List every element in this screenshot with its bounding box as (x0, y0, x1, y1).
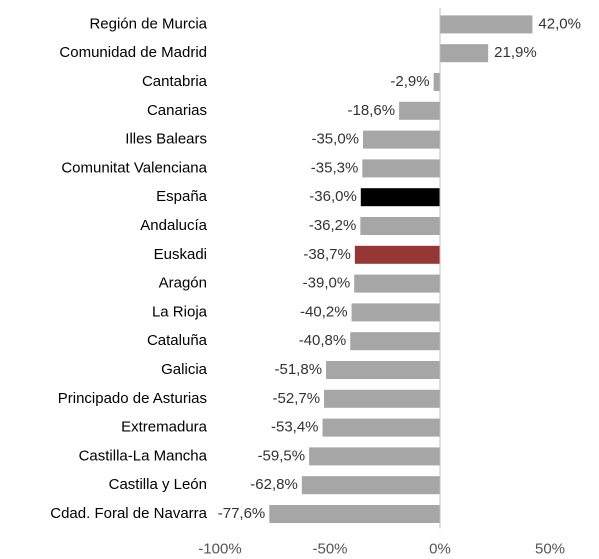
x-tick-label: -100% (198, 540, 241, 557)
bar (309, 447, 440, 466)
data-label: -77,6% (218, 505, 266, 522)
y-tick-label: Cataluña (147, 332, 208, 349)
data-label: 21,9% (494, 44, 537, 61)
data-label: -52,7% (273, 390, 321, 407)
y-tick-label: Comunitat Valenciana (61, 159, 207, 176)
bar (301, 476, 440, 495)
y-tick-label: Canarias (147, 102, 207, 119)
data-label: -18,6% (348, 102, 396, 119)
x-tick-label: -50% (312, 540, 347, 557)
bar (399, 101, 440, 120)
data-label: -2,9% (390, 73, 429, 90)
y-tick-label: Comunidad de Madrid (59, 44, 207, 61)
data-label: -38,7% (303, 246, 351, 263)
y-tick-label: Principado de Asturias (58, 390, 207, 407)
data-label: -39,0% (303, 275, 351, 292)
data-label: -40,8% (299, 332, 347, 349)
bar (360, 217, 440, 235)
x-tick-label: 0% (429, 540, 451, 557)
data-label: -36,0% (309, 188, 357, 205)
bar (350, 332, 440, 351)
bar (440, 15, 533, 34)
bar (363, 130, 440, 149)
bar (322, 418, 440, 437)
bar (440, 44, 489, 63)
data-label: -51,8% (275, 361, 323, 378)
y-tick-label: Illes Balears (125, 131, 207, 148)
bar (351, 303, 440, 322)
bar (433, 73, 440, 91)
y-tick-label: Región de Murcia (89, 15, 207, 32)
bar (269, 505, 440, 523)
y-tick-label: Castilla y León (109, 476, 207, 493)
y-tick-label: Galicia (161, 361, 208, 378)
data-label: -62,8% (250, 476, 298, 493)
y-tick-label: Castilla-La Mancha (79, 447, 208, 464)
data-label: -53,4% (271, 419, 319, 436)
bar (354, 245, 440, 264)
y-tick-label: Cantabria (142, 73, 208, 90)
y-tick-label: Extremadura (121, 419, 208, 436)
data-label: -35,0% (311, 131, 359, 148)
y-tick-label: La Rioja (152, 303, 208, 320)
y-tick-label: Euskadi (154, 246, 207, 263)
data-label: 42,0% (538, 15, 581, 32)
data-label: -40,2% (300, 303, 348, 320)
y-tick-label: Cdad. Foral de Navarra (50, 505, 207, 522)
data-label: -59,5% (258, 447, 306, 464)
bar (362, 159, 440, 178)
bar (354, 274, 440, 293)
bar (324, 389, 440, 408)
y-tick-label: Andalucía (140, 217, 207, 234)
data-label: -36,2% (309, 217, 357, 234)
y-tick-label: España (156, 188, 208, 205)
x-tick-label: 50% (535, 540, 565, 557)
y-tick-label: Aragón (159, 275, 207, 292)
data-label: -35,3% (311, 159, 359, 176)
bar (360, 188, 440, 207)
bar (326, 361, 440, 379)
